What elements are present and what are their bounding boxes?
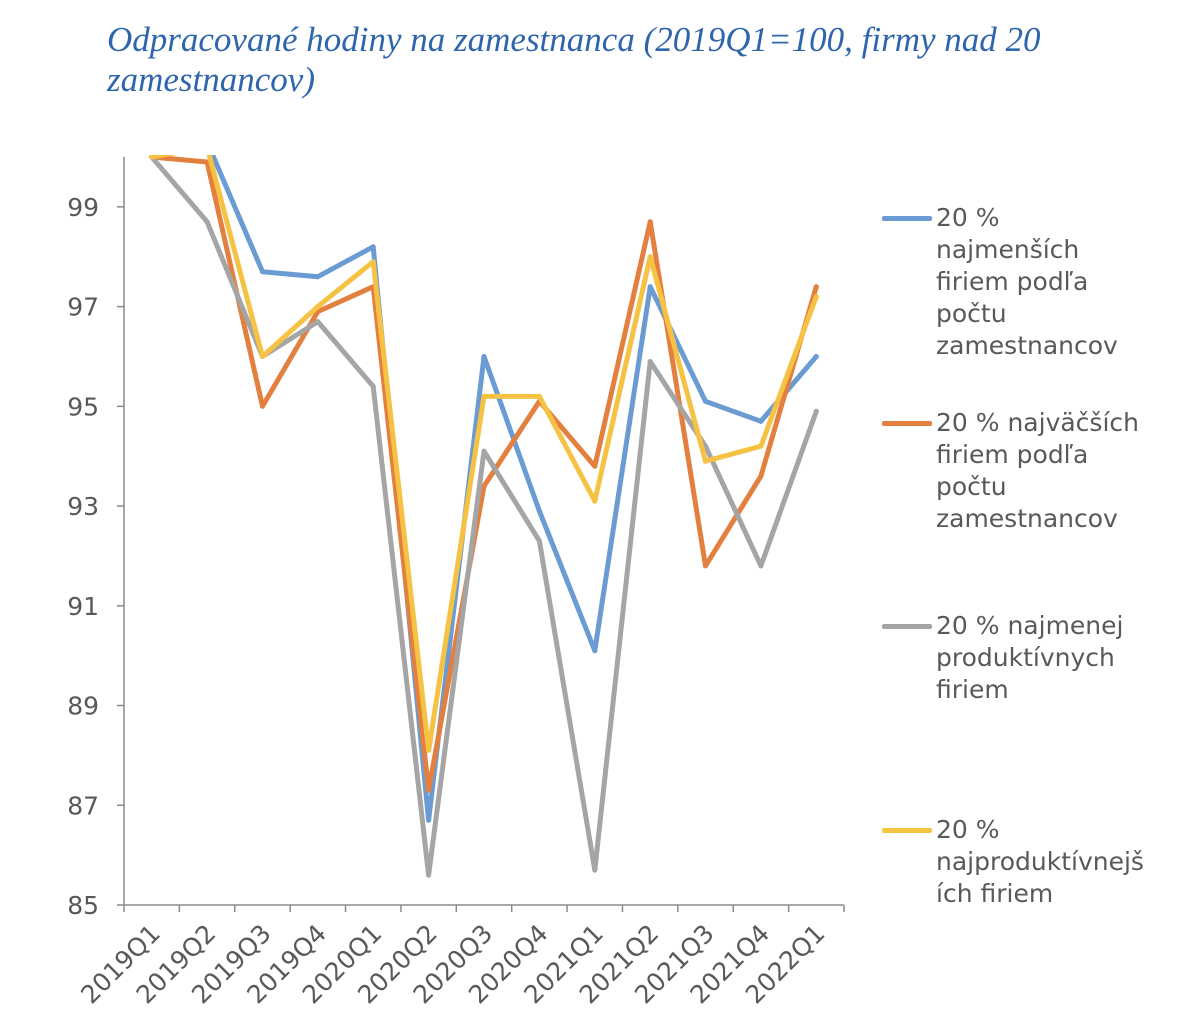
y-tick-label: 91 bbox=[67, 592, 99, 621]
series-line bbox=[149, 155, 819, 878]
data-point bbox=[149, 155, 155, 160]
data-point bbox=[370, 244, 376, 250]
data-point bbox=[426, 787, 432, 793]
data-point bbox=[813, 354, 819, 359]
data-point bbox=[813, 284, 819, 290]
data-point bbox=[758, 418, 764, 424]
data-point bbox=[758, 473, 764, 479]
data-point bbox=[315, 274, 321, 280]
legend-swatch bbox=[882, 828, 932, 833]
series-layer bbox=[149, 140, 819, 878]
series-line bbox=[149, 155, 819, 823]
data-point bbox=[647, 359, 653, 364]
y-tick-label: 87 bbox=[67, 791, 99, 820]
data-point bbox=[205, 145, 210, 150]
legend-swatch bbox=[882, 421, 932, 426]
data-point bbox=[481, 448, 487, 454]
legend-label: 20 % najväčších firiem podľa počtu zames… bbox=[936, 408, 1139, 533]
data-point bbox=[260, 403, 265, 409]
data-point bbox=[536, 538, 542, 544]
legend-label: 20 % najproduktívnejš ích firiem bbox=[936, 815, 1144, 908]
legend-swatch bbox=[882, 624, 932, 629]
y-tick-label: 99 bbox=[67, 193, 99, 222]
data-point bbox=[260, 269, 265, 275]
legend-item: 20 % najproduktívnejš ích firiem bbox=[882, 814, 1172, 908]
data-point bbox=[426, 747, 432, 753]
legend-swatch bbox=[882, 216, 932, 221]
legend-label: 20 % najmenších firiem podľa počtu zames… bbox=[936, 203, 1118, 360]
data-point bbox=[536, 508, 542, 514]
data-point bbox=[370, 383, 376, 389]
y-tick-label: 97 bbox=[67, 293, 99, 322]
data-point bbox=[758, 443, 764, 449]
chart-title: Odpracované hodiny na zamestnanca (2019Q… bbox=[107, 20, 1041, 99]
data-point bbox=[481, 393, 487, 399]
y-tick-label: 89 bbox=[67, 692, 99, 721]
data-point bbox=[592, 463, 598, 469]
data-point bbox=[813, 294, 819, 300]
data-point bbox=[536, 393, 542, 399]
data-point bbox=[260, 354, 265, 359]
data-point bbox=[703, 398, 708, 404]
legend-item: 20 % najmenších firiem podľa počtu zames… bbox=[882, 202, 1172, 360]
y-tick-label: 95 bbox=[67, 392, 99, 421]
legend-item: 20 % najmenej produktívnych firiem bbox=[882, 610, 1172, 704]
y-tick-label: 85 bbox=[67, 891, 99, 920]
data-point bbox=[205, 140, 210, 145]
data-point bbox=[647, 284, 653, 290]
y-tick-label: 93 bbox=[67, 492, 99, 521]
data-point bbox=[370, 259, 376, 265]
data-point bbox=[647, 254, 653, 260]
data-point bbox=[315, 319, 321, 325]
data-point bbox=[647, 219, 653, 225]
data-point bbox=[481, 483, 487, 489]
legend-label: 20 % najmenej produktívnych firiem bbox=[936, 611, 1124, 704]
data-point bbox=[758, 563, 764, 569]
legend-item: 20 % najväčších firiem podľa počtu zames… bbox=[882, 407, 1172, 533]
data-point bbox=[426, 817, 432, 823]
data-point bbox=[315, 304, 321, 310]
data-point bbox=[703, 563, 708, 569]
data-point bbox=[592, 648, 598, 654]
data-point bbox=[426, 872, 432, 878]
data-point bbox=[592, 867, 598, 873]
data-point bbox=[813, 408, 819, 414]
data-point bbox=[703, 458, 708, 464]
data-point bbox=[204, 219, 210, 225]
data-point bbox=[481, 354, 487, 359]
data-point bbox=[592, 498, 598, 504]
